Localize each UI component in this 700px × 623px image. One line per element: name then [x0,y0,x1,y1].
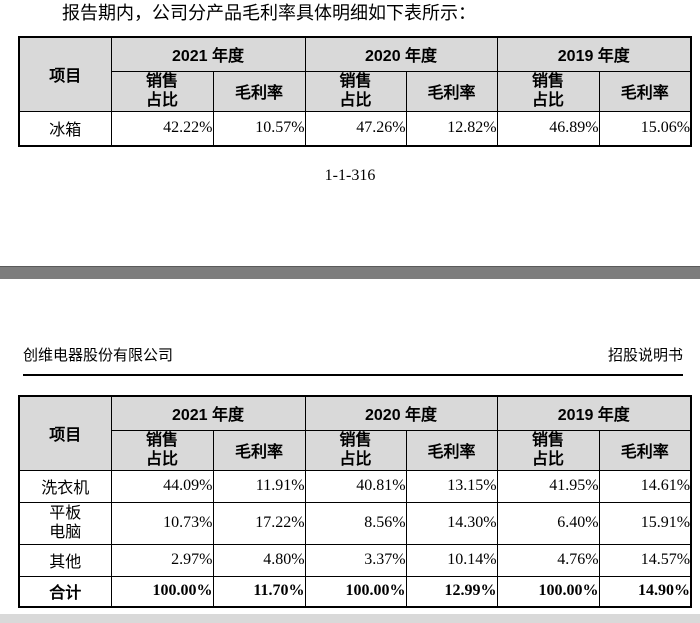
col-header-year-2021: 2021 年度 [110,36,306,72]
table-cell: 2.97% [110,543,214,577]
running-header: 创维电器股份有限公司 招股说明书 [23,344,683,376]
table-cell: 4.80% [212,543,306,577]
table-cell: 14.61% [598,469,692,503]
intro-text: 报告期内，公司分产品毛利率具体明细如下表所示： [62,3,476,23]
col-header-sales-ratio: 销售 占比 [304,429,407,471]
table-cell: 8.56% [304,501,407,545]
row-label-line2: 电脑 [49,524,82,541]
company-name: 创维电器股份有限公司 [23,348,174,364]
table-cell: 4.76% [496,543,600,577]
sales-ratio-label-line2: 占比 [145,451,178,468]
table-cell: 100.00% [304,575,407,608]
col-header-sales-ratio: 销售 占比 [110,429,214,471]
table-cell: 14.30% [405,501,498,545]
table-header-sub-row: 销售 占比 毛利率 销售 占比 毛利率 销售 占比 毛利率 [19,70,692,112]
col-header-sales-ratio: 销售 占比 [110,70,214,112]
sales-ratio-label-line2: 占比 [339,92,372,109]
col-header-sales-ratio: 销售 占比 [496,429,600,471]
col-header-sales-ratio: 销售 占比 [304,70,407,112]
table-cell: 11.70% [212,575,306,608]
sales-ratio-label-line2: 占比 [532,92,565,109]
table-row-tablet: 平板 电脑 10.73% 17.22% 8.56% 14.30% 6.40% 1… [18,501,692,545]
table-row-total: 合计 100.00% 11.70% 100.00% 12.99% 100.00%… [18,575,692,608]
col-header-gross-margin: 毛利率 [405,70,498,112]
table-cell: 15.91% [598,501,692,545]
table-cell: 3.37% [304,543,407,577]
table-row-washing-machine: 洗衣机 44.09% 11.91% 40.81% 13.15% 41.95% 1… [18,469,692,503]
col-header-year-2020: 2020 年度 [304,395,498,431]
table-cell: 44.09% [110,469,214,503]
table-cell: 12.82% [405,110,498,147]
table-cell: 14.90% [598,575,692,608]
table-cell: 13.15% [405,469,498,503]
table-cell: 10.57% [212,110,306,147]
col-header-year-2019: 2019 年度 [496,395,692,431]
sales-ratio-label-line1: 销售 [145,432,178,449]
row-label: 洗衣机 [18,469,112,503]
row-label: 冰箱 [18,110,112,147]
col-header-gross-margin: 毛利率 [212,429,306,471]
table-cell: 10.73% [110,501,214,545]
table-row-other: 其他 2.97% 4.80% 3.37% 10.14% 4.76% 14.57% [18,543,692,577]
row-label: 合计 [18,575,112,608]
sales-ratio-label-line1: 销售 [145,73,178,90]
document-type: 招股说明书 [607,348,683,364]
row-label-line1: 平板 [49,505,82,522]
table-cell: 14.57% [598,543,692,577]
bottom-page-edge-strip [0,614,700,623]
sales-ratio-label-line1: 销售 [532,73,565,90]
table-header-year-row: 项目 2021 年度 2020 年度 2019 年度 [18,395,692,471]
table-cell: 100.00% [496,575,600,608]
col-header-gross-margin: 毛利率 [212,70,306,112]
table-cell: 40.81% [304,469,407,503]
col-header-year-2019: 2019 年度 [496,36,692,72]
col-header-year-2020: 2020 年度 [304,36,498,72]
table-cell: 46.89% [496,110,600,147]
col-header-gross-margin: 毛利率 [405,429,498,471]
table-row-refrigerator: 冰箱 42.22% 10.57% 47.26% 12.82% 46.89% 15… [18,110,692,147]
col-header-year-2021: 2021 年度 [110,395,306,431]
table-cell: 6.40% [496,501,600,545]
row-label: 平板 电脑 [18,501,112,545]
table-cell: 17.22% [212,501,306,545]
gross-margin-table-page2: 项目 2021 年度 2020 年度 2019 年度 销售 占比 毛利率 销售 … [18,395,693,608]
table-cell: 42.22% [110,110,214,147]
table-cell: 12.99% [405,575,498,608]
table-cell: 100.00% [110,575,214,608]
gross-margin-table-page1: 项目 2021 年度 2020 年度 2019 年度 销售 占比 毛利率 销售 … [18,36,693,147]
sales-ratio-label-line1: 销售 [339,432,372,449]
page-separator-bar [0,266,700,279]
col-header-gross-margin: 毛利率 [598,429,692,471]
row-label: 其他 [18,543,112,577]
col-header-item: 项目 [18,36,112,112]
page-number: 1-1-316 [324,167,376,184]
table-header-sub-row: 销售 占比 毛利率 销售 占比 毛利率 销售 占比 毛利率 [19,429,692,471]
col-header-gross-margin: 毛利率 [598,70,692,112]
sales-ratio-label-line2: 占比 [145,92,178,109]
col-header-item: 项目 [18,395,112,471]
table-cell: 47.26% [304,110,407,147]
sales-ratio-label-line1: 销售 [532,432,565,449]
sales-ratio-label-line2: 占比 [532,451,565,468]
table-cell: 11.91% [212,469,306,503]
table-cell: 15.06% [598,110,692,147]
table-cell: 41.95% [496,469,600,503]
table-cell: 10.14% [405,543,498,577]
col-header-sales-ratio: 销售 占比 [496,70,600,112]
sales-ratio-label-line2: 占比 [339,451,372,468]
sales-ratio-label-line1: 销售 [339,73,372,90]
table-header-year-row: 项目 2021 年度 2020 年度 2019 年度 [18,36,692,112]
